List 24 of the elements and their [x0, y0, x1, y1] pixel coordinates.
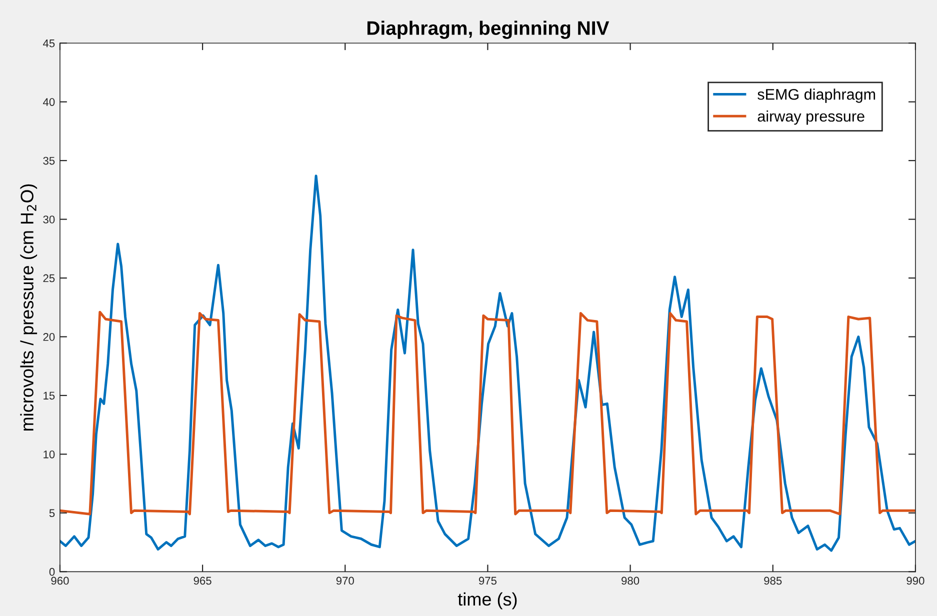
line-series — [60, 310, 916, 516]
x-tick-label: 985 — [764, 576, 782, 585]
x-tick-label: 970 — [336, 576, 354, 585]
chart-title: Diaphragm, beginning NIV — [367, 20, 610, 39]
y-tick-label: 45 — [43, 40, 55, 48]
y-tick-label: 30 — [43, 216, 55, 224]
y-axis-title: microvolts / pressure (cm H$_{2}$O) — [20, 184, 38, 430]
y-tick-label: 20 — [43, 333, 55, 341]
legend-label: airway pressure — [758, 110, 864, 125]
y-tick-label: 35 — [43, 156, 55, 165]
x-tick-label: 980 — [622, 576, 640, 585]
x-tick-label: 960 — [51, 576, 69, 585]
legend-label: sEMG diaphragm — [758, 88, 876, 103]
y-tick-label: 15 — [44, 392, 55, 400]
y-tick-label: 5 — [49, 509, 55, 518]
x-tick-label: 990 — [906, 576, 924, 585]
y-tick-label: 25 — [43, 274, 55, 282]
line-series — [60, 174, 916, 552]
y-tick-label: 40 — [43, 98, 55, 106]
x-axis-title: time (s) — [458, 592, 517, 610]
y-tick-label: 0 — [49, 568, 55, 576]
y-tick-label: 10 — [44, 450, 55, 458]
x-tick-label: 965 — [194, 576, 212, 585]
x-tick-label: 975 — [478, 576, 497, 585]
